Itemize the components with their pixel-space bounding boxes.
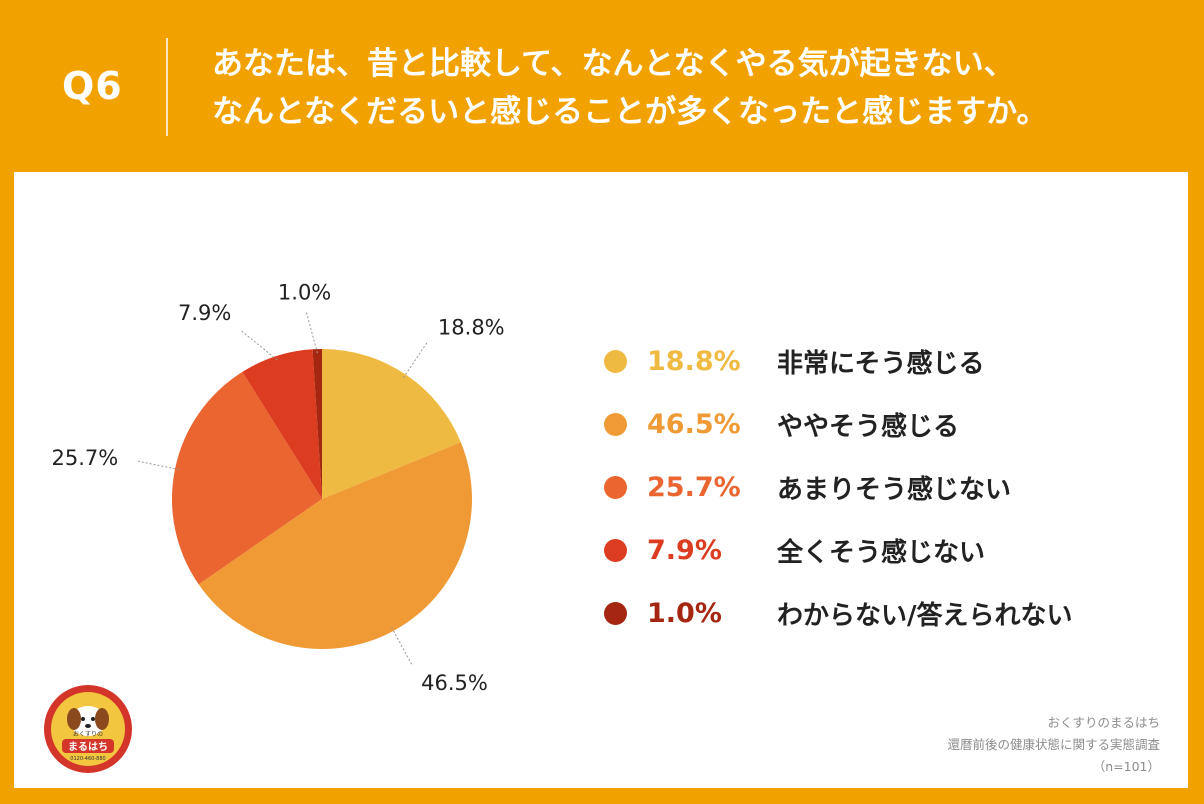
legend-value: 7.9% [647, 535, 722, 566]
legend-label: 全くそう感じない [777, 538, 986, 568]
logo-dog-eye [91, 717, 95, 721]
question-number: Q6 [62, 64, 123, 108]
leader-line [137, 460, 180, 471]
question-header: Q6 あなたは、昔と比較して、なんとなくやる気が起きない、 なんとなくだるいと感… [0, 0, 1204, 168]
legend-label: あまりそう感じない [777, 475, 1012, 505]
chart-panel: 18.8% 46.5% 25.7% 7.9% 1.0% 18.8% 非常にそう感じる 4… [14, 172, 1188, 788]
slice-value-label: 7.9% [178, 301, 231, 325]
legend-dot [604, 602, 627, 625]
leader-line [305, 311, 318, 354]
legend-label: ややそう感じる [777, 412, 960, 442]
legend-item: 1.0% わからない/答えられない [604, 582, 1073, 645]
legend-dot [604, 413, 627, 436]
legend-item: 25.7% あまりそう感じない [604, 456, 1073, 519]
pie-slice [171, 371, 322, 585]
credit-line-1: おくすりのまるはち [1047, 715, 1160, 730]
credit-line-3: （n=101） [1092, 759, 1160, 774]
logo-text-small: おくすりの [73, 731, 103, 738]
slice-value-label: 1.0% [278, 281, 331, 305]
pie-chart: 18.8% 46.5% 25.7% 7.9% 1.0% [52, 281, 505, 695]
pie-slice [242, 349, 322, 499]
legend-label: 非常にそう感じる [777, 349, 985, 379]
header-divider [166, 38, 168, 136]
legend-value: 25.7% [647, 472, 741, 503]
legend-label: わからない/答えられない [777, 601, 1073, 631]
leader-line [402, 342, 428, 379]
logo-tel: 0120-460-880 [70, 756, 105, 762]
leader-line [391, 627, 413, 665]
legend-item: 7.9% 全くそう感じない [604, 519, 1073, 582]
legend-value: 18.8% [647, 346, 741, 377]
legend-item: 46.5% ややそう感じる [604, 393, 1073, 456]
legend-item: 18.8% 非常にそう感じる [604, 330, 1073, 393]
legend-dot [604, 539, 627, 562]
legend-value: 46.5% [647, 409, 741, 440]
pie-slice [198, 442, 473, 649]
question-line-1: あなたは、昔と比較して、なんとなくやる気が起きない、 [212, 46, 1015, 82]
credit-line-2: 還暦前後の健康状態に関する実態調査 [947, 737, 1160, 752]
logo-text-big: まるはち [68, 741, 108, 753]
brand-logo: おくすりの まるはち 0120-460-880 [44, 685, 132, 773]
slice-value-label: 25.7% [52, 446, 119, 470]
logo-banner [62, 739, 114, 753]
logo-dog-eye [81, 717, 85, 721]
legend-dot [604, 350, 627, 373]
logo-dog-ear-left [67, 708, 81, 730]
slice-value-label: 18.8% [438, 315, 505, 339]
logo-dog-nose [85, 724, 91, 728]
pie-slice [322, 349, 461, 499]
chart-legend: 18.8% 非常にそう感じる 46.5% ややそう感じる 25.7% あまりそう… [604, 330, 1073, 645]
question-line-2: なんとなくだるいと感じることが多くなったと感じますか。 [212, 94, 1048, 130]
slice-value-label: 46.5% [421, 671, 488, 695]
legend-value: 1.0% [647, 598, 722, 629]
source-credits: おくすりのまるはち 還暦前後の健康状態に関する実態調査 （n=101） [947, 712, 1160, 778]
leader-line [239, 329, 278, 361]
pie-slice [312, 349, 322, 499]
question-text: あなたは、昔と比較して、なんとなくやる気が起きない、 なんとなくだるいと感じるこ… [212, 40, 1172, 136]
logo-dog-ear-right [95, 708, 109, 730]
legend-dot [604, 476, 627, 499]
